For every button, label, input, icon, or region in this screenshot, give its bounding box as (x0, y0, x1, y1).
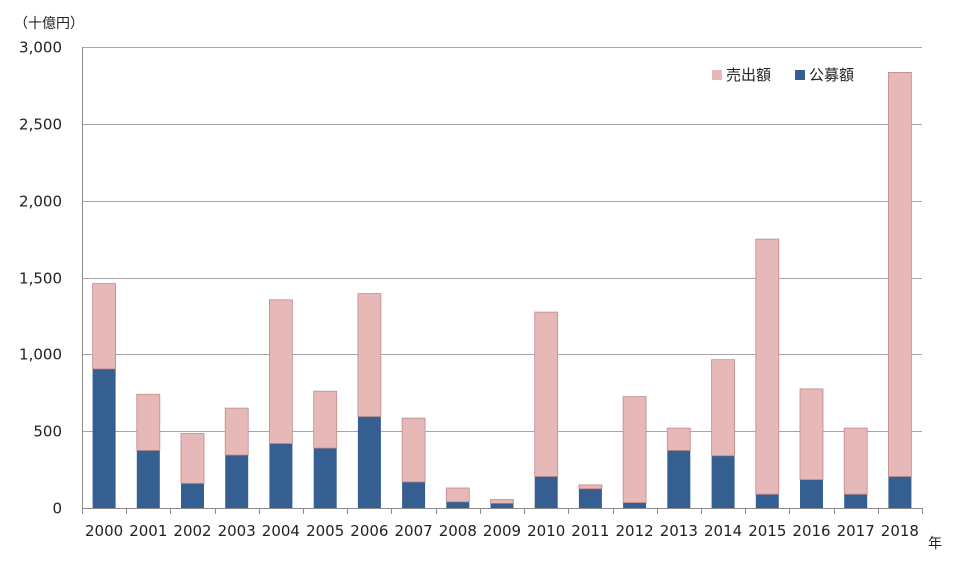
bar-uridashi-2015 (755, 238, 780, 495)
x-tick-label: 2012 (616, 522, 654, 540)
bar-uridashi-2010 (534, 311, 559, 477)
y-tick-label: 1,500 (19, 270, 62, 288)
bar-koubo-2017 (844, 494, 868, 508)
bar-uridashi-2014 (711, 359, 735, 457)
bar-uridashi-2006 (357, 293, 382, 417)
x-tick-label: 2006 (350, 522, 388, 540)
bar-koubo-2005 (313, 448, 337, 508)
bar-uridashi-2005 (313, 390, 338, 449)
bar-uridashi-2001 (136, 393, 161, 451)
bar-koubo-2004 (269, 443, 293, 508)
x-tick-label: 2001 (129, 522, 167, 540)
x-tick-label: 2011 (571, 522, 609, 540)
bar-uridashi-2000 (92, 283, 116, 370)
bar-uridashi-2016 (799, 388, 824, 480)
bar-koubo-2009 (490, 503, 514, 508)
x-tick-labels: 2000 2001 2002 2003 2004 2005 2006 2007 2008 2009… (85, 522, 919, 540)
bar-koubo-2014 (711, 455, 735, 508)
bar-uridashi-2011 (578, 484, 603, 490)
x-tick-label: 2003 (218, 522, 256, 540)
y-tick-label: 2,000 (19, 193, 62, 211)
bar-koubo-2012 (623, 502, 647, 508)
bar-uridashi-2008 (445, 487, 470, 503)
x-tick-label: 2016 (792, 522, 830, 540)
bar-uridashi-2017 (843, 427, 868, 495)
x-tick-label: 2014 (704, 522, 742, 540)
y-tick-label: 3,000 (19, 39, 62, 57)
x-tick-label: 2008 (439, 522, 477, 540)
bar-koubo-2011 (578, 488, 602, 508)
legend-label: 公募額 (809, 66, 854, 84)
x-tick-label: 2015 (748, 522, 786, 540)
bar-koubo-2013 (667, 450, 691, 508)
bar-uridashi-2003 (224, 407, 249, 456)
y-tick-label: 2,500 (19, 116, 62, 134)
bar-koubo-2015 (755, 494, 779, 508)
x-tick-label: 2013 (660, 522, 698, 540)
x-tick-label: 2005 (306, 522, 344, 540)
legend-label: 売出額 (726, 66, 771, 84)
bar-uridashi-2002 (180, 433, 205, 484)
bar-uridashi-2009 (490, 499, 514, 504)
legend: 売出額 公募額 (712, 66, 854, 84)
x-tick-label: 2018 (881, 522, 919, 540)
bar-koubo-2018 (888, 476, 912, 508)
bar-koubo-2003 (225, 455, 249, 508)
bar-koubo-2006 (357, 416, 381, 508)
grid-lines (82, 47, 922, 432)
bar-koubo-2007 (402, 481, 426, 508)
bar-koubo-2010 (534, 476, 558, 508)
x-unit-label: 年 (928, 536, 942, 552)
x-tick-label: 2017 (837, 522, 875, 540)
bar-koubo-2016 (800, 479, 823, 508)
x-tick-label: 2010 (527, 522, 565, 540)
x-tick-label: 2009 (483, 522, 521, 540)
axes (82, 47, 923, 514)
bar-koubo-2008 (446, 501, 470, 508)
bar-uridashi-2013 (666, 427, 691, 451)
bar-koubo-2000 (92, 368, 116, 508)
legend-swatch (712, 70, 722, 80)
bar-koubo-2001 (136, 450, 160, 508)
bar-uridashi-2007 (401, 417, 426, 483)
y-tick-labels: 0 500 1,000 1,500 2,000 2,500 3,000 (19, 39, 62, 518)
y-tick-label: 1,000 (19, 346, 62, 364)
x-tick-label: 2007 (395, 522, 433, 540)
y-tick-label: 500 (33, 423, 62, 441)
bar-uridashi-2012 (622, 396, 647, 504)
legend-swatch (795, 70, 805, 80)
y-tick-label: 0 (52, 500, 62, 518)
bar-uridashi-2004 (268, 299, 293, 444)
x-tick-label: 2002 (173, 522, 211, 540)
bar-uridashi-2018 (888, 72, 912, 477)
x-tick-label: 2000 (85, 522, 123, 540)
bar-koubo-2002 (181, 483, 204, 508)
bars (92, 72, 912, 508)
x-tick-label: 2004 (262, 522, 300, 540)
y-unit-label: （十億円） (14, 16, 84, 32)
